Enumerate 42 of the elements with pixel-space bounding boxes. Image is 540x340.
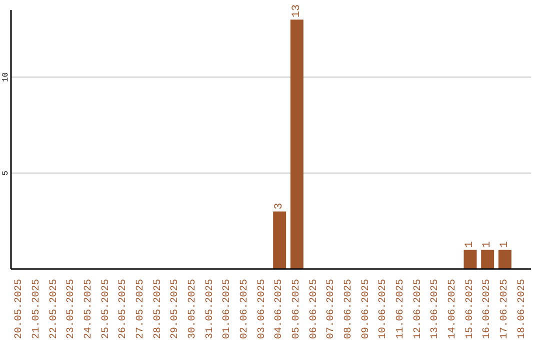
x-tick-label: 31.05.2025 xyxy=(204,279,216,340)
x-tick-label: 24.05.2025 xyxy=(84,279,94,340)
x-tick-label: 30.05.2025 xyxy=(188,279,198,340)
x-tick-label: 27.05.2025 xyxy=(136,279,146,340)
y-tick-label: 5 xyxy=(2,170,10,176)
x-tick-label: 29.05.2025 xyxy=(170,279,182,340)
x-tick-label: 14.06.2025 xyxy=(448,279,458,340)
x-tick-label: 15.06.2025 xyxy=(464,279,476,340)
x-tick-label: 23.05.2025 xyxy=(66,279,78,340)
x-tick-label: 26.05.2025 xyxy=(118,279,130,340)
x-tick-label: 12.06.2025 xyxy=(412,279,424,340)
x-tick-label: 18.06.2025 xyxy=(516,279,528,340)
x-tick-label: 01.06.2025 xyxy=(222,279,234,340)
x-tick-label: 04.06.2025 xyxy=(274,279,286,340)
x-tick-label: 25.05.2025 xyxy=(100,279,112,340)
x-tick-label: 11.06.2025 xyxy=(396,279,406,340)
x-tick-label: 07.06.2025 xyxy=(326,279,338,340)
x-tick-label: 20.05.2025 xyxy=(14,279,26,340)
bar xyxy=(290,20,304,269)
x-tick-label: 28.05.2025 xyxy=(152,279,164,340)
x-tick-label: 05.06.2025 xyxy=(292,279,302,340)
x-tick-label: 21.05.2025 xyxy=(32,279,42,340)
data-label: 3 xyxy=(274,202,286,210)
data-label: 13 xyxy=(290,4,303,18)
x-tick-label: 22.05.2025 xyxy=(48,279,60,340)
x-tick-label: 09.06.2025 xyxy=(360,279,372,340)
x-tick-label: 16.06.2025 xyxy=(482,279,494,340)
data-label: 1 xyxy=(464,240,476,248)
x-tick-label: 10.06.2025 xyxy=(378,279,390,340)
data-label: 1 xyxy=(482,240,494,248)
x-tick-label: 13.06.2025 xyxy=(430,279,442,340)
x-tick-label: 02.06.2025 xyxy=(240,279,250,340)
x-tick-label: 17.06.2025 xyxy=(500,279,510,340)
bar xyxy=(498,250,512,269)
x-tick-label: 03.06.2025 xyxy=(256,279,268,340)
bar xyxy=(464,250,477,269)
data-label: 1 xyxy=(498,240,511,248)
x-tick-label: 08.06.2025 xyxy=(344,279,354,340)
x-tick-label: 06.06.2025 xyxy=(308,279,320,340)
bar xyxy=(481,250,494,269)
bar xyxy=(273,211,286,269)
y-tick-label: 10 xyxy=(2,72,10,82)
